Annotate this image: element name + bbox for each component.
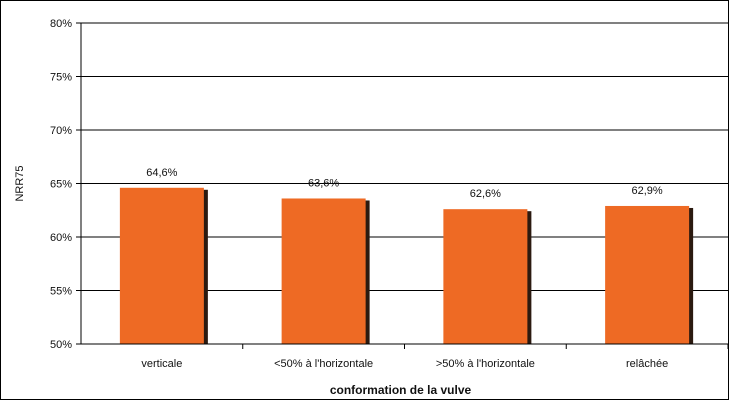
bar: [443, 209, 528, 344]
category-label: relâchée: [626, 358, 668, 370]
bar: [119, 187, 204, 344]
y-tick-label: 65%: [50, 179, 72, 191]
x-axis-title: conformation de la vulve: [330, 383, 472, 397]
y-tick-label: 55%: [50, 286, 72, 298]
y-tick-label: 80%: [50, 18, 72, 30]
y-tick-label: 70%: [50, 125, 72, 137]
y-tick-labels: 50% 55% 60% 65% 70% 75% 80%: [50, 18, 72, 351]
bar: [605, 205, 690, 344]
category-labels: verticale <50% à l'horizontale >50% à l'ho…: [141, 358, 668, 370]
y-tick-label: 50%: [50, 339, 72, 351]
data-labels: 64,6% 63,6% 62,6% 62,9%: [146, 167, 663, 200]
y-tick-label: 75%: [50, 72, 72, 84]
data-label: 62,6%: [470, 188, 501, 200]
bars: [119, 187, 694, 344]
y-tick-label: 60%: [50, 232, 72, 244]
category-label: verticale: [141, 358, 182, 370]
data-label: 62,9%: [632, 185, 663, 197]
category-label: >50% à l'horizontale: [436, 358, 535, 370]
y-axis-title: NRR75: [14, 165, 26, 201]
bar: [281, 198, 366, 344]
data-label: 63,6%: [308, 177, 339, 189]
data-label: 64,6%: [146, 167, 177, 179]
category-label: <50% à l'horizontale: [274, 358, 373, 370]
